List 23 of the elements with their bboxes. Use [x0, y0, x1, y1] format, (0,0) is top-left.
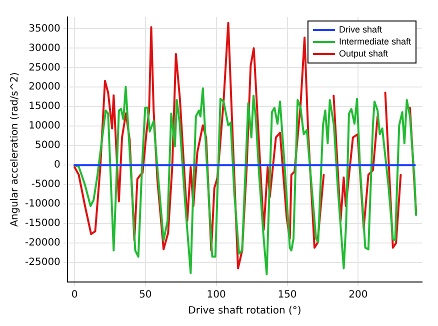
y-axis-title: Angular acceleration (rad/s^2) — [10, 72, 21, 227]
y-tick-label: 5000 — [34, 140, 60, 152]
x-tick-label: 50 — [139, 290, 152, 301]
x-axis-title: Drive shaft rotation (°) — [188, 306, 302, 317]
y-tick-label: -20000 — [25, 238, 60, 249]
y-tick-label: 35000 — [28, 23, 60, 34]
legend-label: Drive shaft — [338, 24, 382, 34]
legend-label: Output shaft — [338, 48, 388, 58]
x-tick-label: 0 — [71, 290, 78, 301]
y-tick-label: 0 — [54, 160, 60, 171]
y-tick-label: -15000 — [25, 218, 60, 230]
y-tick-label: 20000 — [28, 82, 60, 93]
y-tick-label: 30000 — [28, 42, 60, 54]
x-tick-label: 200 — [348, 290, 368, 301]
x-tick-label: 100 — [206, 290, 226, 301]
y-tick-label: 10000 — [28, 120, 60, 132]
legend-label: Intermediate shaft — [338, 36, 412, 46]
y-tick-label: -25000 — [25, 257, 60, 268]
y-tick-label: 25000 — [28, 62, 60, 74]
x-tick-label: 150 — [278, 290, 297, 301]
y-tick-label: -10000 — [25, 198, 60, 210]
y-tick-label: 15000 — [28, 101, 60, 112]
y-tick-label: -5000 — [31, 179, 60, 190]
